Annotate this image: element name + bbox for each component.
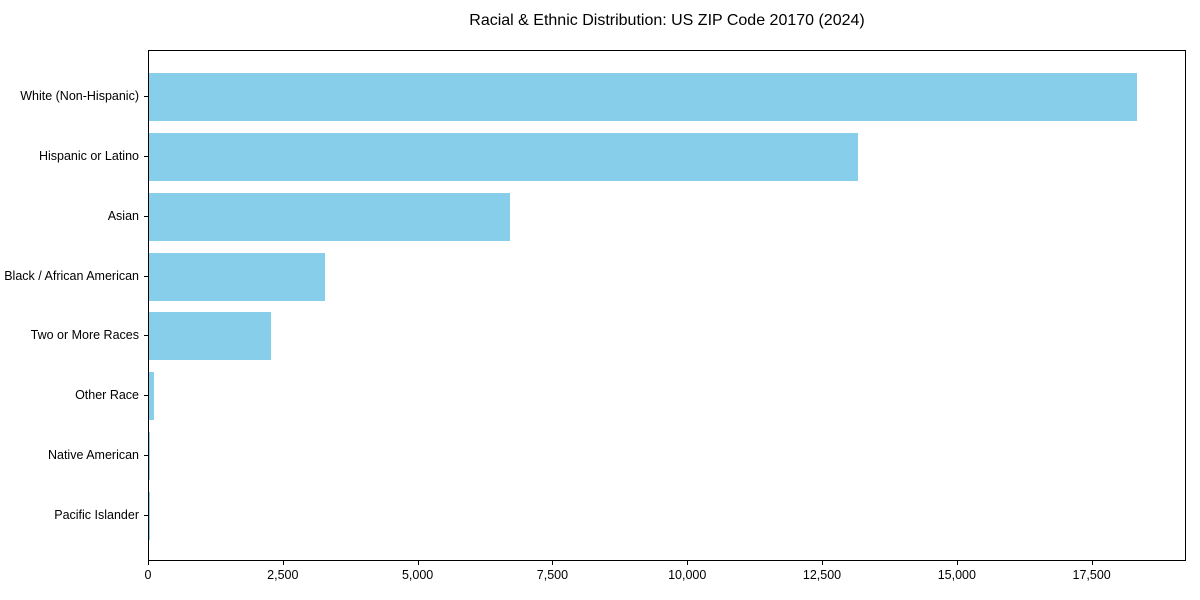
xtick-mark: [282, 561, 284, 565]
ytick-label-other-race: Other Race: [75, 388, 139, 403]
plot-area: [148, 50, 1186, 561]
xtick-label: 17,500: [1072, 568, 1111, 582]
xtick-label: 5,000: [401, 568, 434, 582]
xtick-mark: [552, 561, 554, 565]
xtick-mark: [822, 561, 824, 565]
ytick-mark: [144, 275, 148, 277]
ytick-mark: [144, 395, 148, 397]
ytick-mark: [144, 335, 148, 337]
ytick-label-pacific-islander: Pacific Islander: [54, 508, 139, 522]
ytick-label-black-african-american: Black / African American: [4, 268, 139, 283]
ytick-label-hispanic-or-latino: Hispanic or Latino: [38, 148, 139, 163]
xtick-label: 7,500: [536, 568, 569, 582]
xtick-mark: [148, 561, 149, 565]
ytick-label-native-american: Native American: [47, 448, 139, 463]
ytick-mark: [144, 455, 148, 457]
ytick-label-two-or-more-races: Two or More Races: [30, 328, 139, 343]
xtick-mark: [687, 561, 689, 565]
ytick-mark: [144, 215, 148, 217]
bar-black-african-american: [149, 252, 325, 301]
xtick-mark: [1091, 561, 1093, 565]
ytick-label-white-non-hispanic: White (Non-Hispanic): [20, 89, 139, 103]
chart-title: Racial & Ethnic Distribution: US ZIP Cod…: [469, 12, 865, 29]
bar-hispanic-or-latino: [149, 132, 858, 181]
bar-two-or-more-races: [149, 312, 271, 361]
bar-asian: [149, 192, 510, 241]
xtick-label: 0: [144, 568, 152, 582]
ytick-label-asian: Asian: [107, 208, 139, 223]
bar-white-non-hispanic: [149, 73, 1138, 121]
xtick-label: 12,500: [802, 568, 842, 582]
bar-native-american: [149, 432, 151, 481]
xtick-mark: [956, 561, 958, 565]
xtick-label: 2,500: [267, 568, 299, 582]
xtick-label: 15,000: [937, 568, 976, 582]
xtick-label: 10,000: [668, 568, 707, 582]
bar-other-race: [149, 372, 154, 421]
ytick-mark: [144, 96, 148, 97]
ytick-mark: [144, 155, 148, 157]
xtick-mark: [417, 561, 419, 565]
ytick-mark: [144, 515, 148, 516]
